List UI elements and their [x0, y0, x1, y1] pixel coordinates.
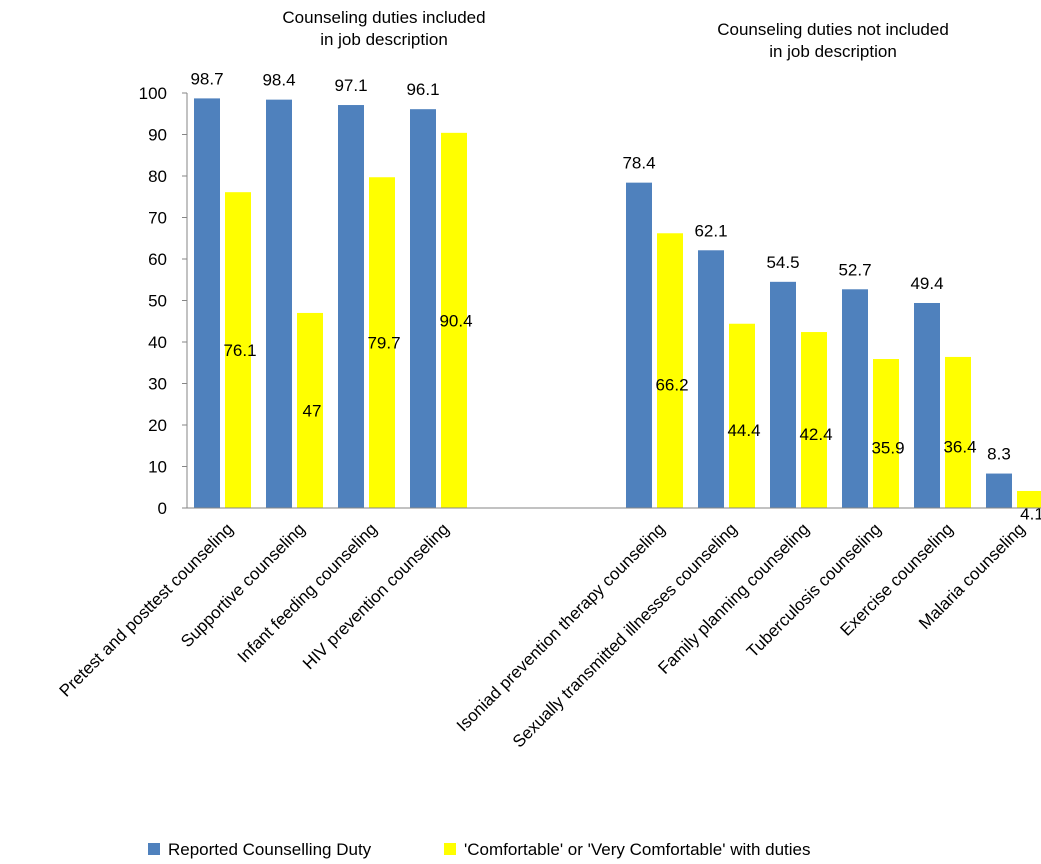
- y-tick-label: 60: [148, 250, 167, 269]
- bar-comfortable: [441, 132, 467, 508]
- data-label-comfortable: 4.1: [1020, 504, 1041, 523]
- x-category-label: Supportive counseling: [177, 519, 309, 651]
- data-label-comfortable: 44.4: [727, 421, 760, 440]
- bar-comfortable: [225, 192, 251, 508]
- group-label: in job description: [320, 30, 448, 49]
- bar-comfortable: [1017, 490, 1041, 508]
- data-label-comfortable: 66.2: [655, 376, 688, 395]
- y-tick-label: 30: [148, 375, 167, 394]
- y-tick-label: 50: [148, 292, 167, 311]
- bar-reported-duty: [266, 99, 292, 508]
- legend: Reported Counselling Duty 'Comfortable' o…: [148, 840, 811, 859]
- y-tick-label: 100: [139, 84, 167, 103]
- data-label-comfortable: 42.4: [799, 425, 832, 444]
- bar-reported-duty: [194, 98, 220, 509]
- bars: [194, 98, 1041, 509]
- data-label-comfortable: 47: [303, 401, 322, 420]
- data-label-comfortable: 90.4: [439, 311, 472, 330]
- bar-reported-duty: [770, 281, 796, 508]
- x-category-label: Tuberculosis counseling: [743, 519, 885, 661]
- bar-reported-duty: [914, 302, 940, 508]
- bar-comfortable: [369, 177, 395, 508]
- data-label-reported-duty: 49.4: [910, 274, 943, 293]
- data-label-reported-duty: 98.4: [262, 71, 295, 90]
- legend-swatch: [148, 843, 160, 855]
- bar-comfortable: [945, 356, 971, 508]
- bar-reported-duty: [842, 289, 868, 508]
- x-category-label: Infant feeding counseling: [234, 519, 381, 666]
- data-label-reported-duty: 97.1: [334, 76, 367, 95]
- group-label: Counseling duties included: [282, 8, 485, 27]
- y-tick-label: 10: [148, 458, 167, 477]
- group-labels: Counseling duties included in job descrip…: [282, 8, 948, 61]
- bar-reported-duty: [626, 182, 652, 508]
- bar-reported-duty: [698, 250, 724, 508]
- y-tick-label: 90: [148, 126, 167, 145]
- y-tick-label: 70: [148, 209, 167, 228]
- data-label-reported-duty: 62.1: [694, 221, 727, 240]
- bar-comfortable: [297, 312, 323, 508]
- data-label-comfortable: 36.4: [943, 437, 976, 456]
- y-tick-label: 80: [148, 167, 167, 186]
- data-label-reported-duty: 96.1: [406, 80, 439, 99]
- x-category-label: Family planning counseling: [654, 519, 812, 677]
- bar-comfortable: [657, 233, 683, 508]
- bar-comfortable: [801, 332, 827, 508]
- bar-comfortable: [729, 323, 755, 508]
- x-axis: Pretest and posttest counselingSupportiv…: [56, 507, 1041, 751]
- legend-label: Reported Counselling Duty: [168, 840, 372, 859]
- legend-swatch: [444, 843, 456, 855]
- bar-reported-duty: [410, 109, 436, 508]
- legend-label: 'Comfortable' or 'Very Comfortable' with…: [464, 840, 811, 859]
- data-label-reported-duty: 52.7: [838, 260, 871, 279]
- y-axis: 0 10 20 30 40 50 60 70 80 90 100: [139, 84, 188, 518]
- group-label: Counseling duties not included: [717, 20, 949, 39]
- data-label-comfortable: 35.9: [871, 439, 904, 458]
- y-tick-label: 40: [148, 333, 167, 352]
- group-label: in job description: [769, 42, 897, 61]
- data-label-reported-duty: 8.3: [987, 445, 1011, 464]
- bar-reported-duty: [986, 473, 1012, 508]
- data-label-comfortable: 76.1: [223, 341, 256, 360]
- x-category-label: HIV prevention counseling: [299, 519, 453, 673]
- y-tick-label: 20: [148, 416, 167, 435]
- y-tick-label: 0: [158, 499, 167, 518]
- data-labels: 98.7 76.1 98.4 47 97.1 79.7 96.1 90.4 78.4 66.2 62…: [190, 69, 1041, 523]
- data-label-comfortable: 79.7: [367, 334, 400, 353]
- data-label-reported-duty: 54.5: [766, 253, 799, 272]
- bar-reported-duty: [338, 105, 364, 508]
- bar-comfortable: [873, 359, 899, 508]
- data-label-reported-duty: 78.4: [622, 154, 655, 173]
- data-label-reported-duty: 98.7: [190, 69, 223, 88]
